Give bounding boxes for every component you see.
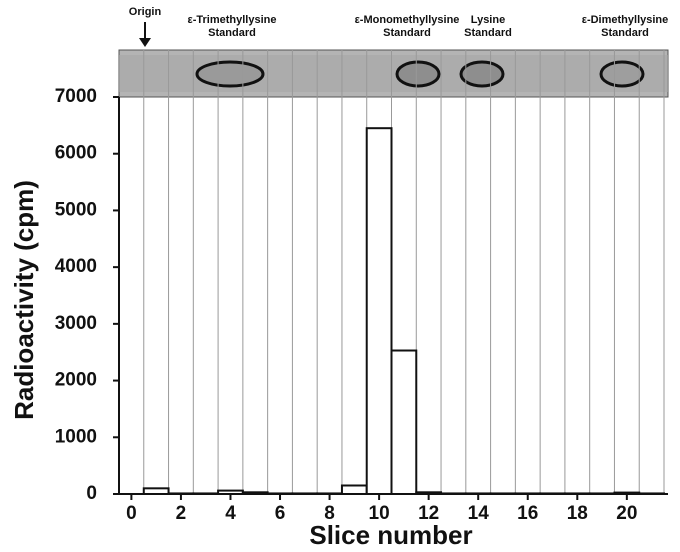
spot [461, 62, 503, 86]
x-tick-label: 0 [126, 503, 137, 524]
x-tick-label: 6 [275, 503, 286, 524]
spot [601, 62, 643, 86]
strip-label: Lysine [471, 14, 505, 26]
strip-label: Standard [601, 27, 649, 39]
y-tick-label: 3000 [55, 313, 97, 334]
y-tick-label: 4000 [55, 256, 97, 277]
strip-label: Standard [208, 27, 256, 39]
origin-arrow-head [139, 38, 151, 47]
x-tick-label: 20 [616, 503, 637, 524]
strip-label: Standard [464, 27, 512, 39]
x-tick-label: 16 [517, 503, 538, 524]
x-axis-title: Slice number [309, 520, 472, 550]
y-tick-label: 2000 [55, 370, 97, 391]
strip-label: ε-Dimethyllysine [582, 14, 669, 26]
chart: 0100020003000400050006000700002468101214… [0, 0, 680, 552]
strip-label: ε-Trimethyllysine [188, 14, 277, 26]
spot [197, 62, 263, 86]
y-tick-label: 1000 [55, 426, 97, 447]
x-tick-label: 2 [176, 503, 187, 524]
spot [397, 62, 439, 86]
y-tick-label: 5000 [55, 199, 97, 220]
bar [392, 351, 417, 494]
x-tick-label: 4 [225, 503, 236, 524]
strip-label: ε-Monomethyllysine [355, 14, 460, 26]
bar [342, 485, 367, 494]
y-tick-label: 7000 [55, 86, 97, 107]
x-tick-label: 18 [567, 503, 588, 524]
strip-label: Origin [129, 6, 162, 18]
y-tick-label: 0 [86, 483, 97, 504]
y-tick-label: 6000 [55, 143, 97, 164]
strip-label: Standard [383, 27, 431, 39]
y-axis-title: Radioactivity (cpm) [9, 180, 39, 420]
bar [367, 128, 392, 494]
